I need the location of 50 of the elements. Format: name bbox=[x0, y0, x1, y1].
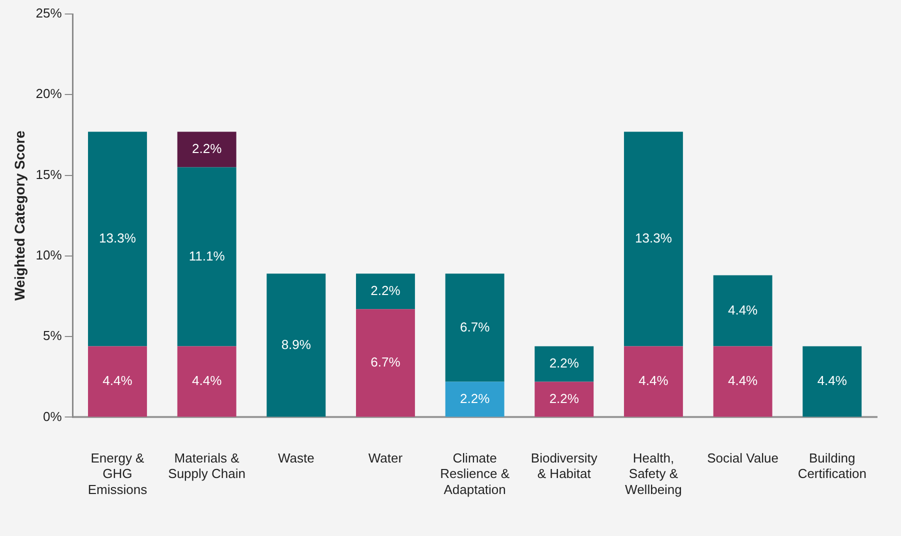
data-label: 2.2% bbox=[460, 390, 490, 406]
data-label: 8.9% bbox=[281, 336, 312, 352]
x-tick-label: Social Value bbox=[707, 450, 778, 466]
bar bbox=[356, 274, 415, 310]
data-label: 13.3% bbox=[99, 230, 136, 246]
x-tick-label: Health, Safety & Wellbeing bbox=[625, 450, 682, 497]
bar bbox=[445, 274, 504, 382]
data-label: 4.4% bbox=[638, 373, 669, 388]
bar bbox=[356, 309, 415, 417]
x-tick-label: Materials & Supply Chain bbox=[168, 450, 246, 482]
bar bbox=[624, 132, 683, 346]
y-tick-label: 5% bbox=[43, 328, 62, 344]
data-label: 4.4% bbox=[728, 373, 758, 388]
y-tick-label: 15% bbox=[36, 166, 62, 182]
data-label: 4.4% bbox=[728, 302, 758, 318]
x-tick-label: Waste bbox=[278, 450, 314, 466]
x-tick-label: Building Certification bbox=[798, 450, 866, 482]
data-label: 11.1% bbox=[188, 248, 226, 264]
data-label: 2.2% bbox=[549, 390, 580, 406]
x-tick-label: Energy & GHG Emissions bbox=[88, 450, 148, 497]
data-label: 6.7% bbox=[460, 319, 490, 334]
bar bbox=[713, 346, 772, 417]
bar bbox=[445, 382, 504, 417]
bar bbox=[177, 346, 236, 417]
bar bbox=[713, 275, 772, 346]
x-tick-label: Biodiversity & Habitat bbox=[530, 450, 598, 482]
bar bbox=[88, 346, 147, 417]
data-label: 6.7% bbox=[370, 354, 401, 370]
data-label: 13.3% bbox=[635, 230, 672, 246]
bar bbox=[177, 132, 236, 168]
x-tick-label: Climate Reslience & Adaptation bbox=[440, 450, 510, 497]
y-tick-label: 0% bbox=[43, 408, 62, 424]
bar bbox=[177, 167, 236, 346]
data-label: 2.2% bbox=[370, 282, 401, 298]
data-label: 4.4% bbox=[817, 373, 848, 388]
bar bbox=[88, 132, 147, 346]
x-tick-label: Water bbox=[368, 450, 404, 466]
bar bbox=[624, 346, 683, 417]
bar bbox=[266, 274, 326, 417]
bar bbox=[534, 382, 594, 417]
data-label: 2.2% bbox=[549, 356, 580, 371]
y-tick-label: 25% bbox=[36, 6, 62, 21]
data-label: 2.2% bbox=[192, 141, 222, 156]
y-tick-label: 20% bbox=[36, 86, 62, 102]
data-label: 4.4% bbox=[102, 373, 133, 388]
bar bbox=[802, 346, 862, 417]
y-tick-label: 10% bbox=[36, 248, 62, 262]
y-axis-title: Weighted Category Score bbox=[11, 130, 28, 301]
data-label: 4.4% bbox=[192, 373, 222, 388]
bar bbox=[534, 346, 594, 382]
